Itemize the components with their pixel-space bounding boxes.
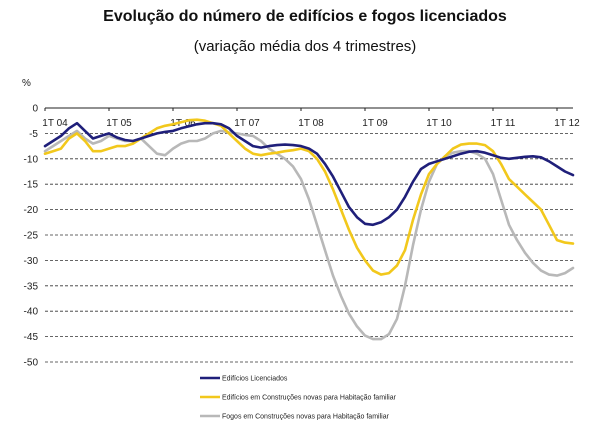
x-axis-ticks: 1T 04 1T 05 1T 06 1T 07 1T 08 1T 09 1T 10 1T 11… (42, 108, 580, 129)
series-line-0 (43, 121, 575, 227)
legend-label-1: Edifícios em Construções novas para Habi… (222, 395, 397, 402)
series-lines (43, 118, 575, 341)
y-tick-label: -20 (24, 205, 39, 216)
chart-subtitle: (variação média dos 4 trimestres) (193, 38, 417, 55)
y-tick-label: 0 (32, 104, 38, 115)
y-tick-label: -15 (24, 180, 39, 191)
y-tick-label: -30 (24, 256, 39, 267)
y-axis-label: % (22, 78, 31, 89)
legend-label-0: Edifícios Licenciados (222, 376, 288, 383)
x-tick-label: 1T 12 (554, 118, 580, 129)
x-tick-label: 1T 04 (42, 118, 68, 129)
x-tick-label: 1T 06 (170, 118, 196, 129)
y-tick-label: -40 (24, 307, 39, 318)
legend: Edifícios Licenciados Edifícios em Constr… (200, 376, 397, 421)
x-tick-label: 1T 10 (426, 118, 452, 129)
chart-title: Evolução do número de edifícios e fogos … (103, 8, 507, 25)
y-tick-label: -45 (24, 332, 39, 343)
y-tick-label: -10 (24, 154, 39, 165)
x-tick-label: 1T 05 (106, 118, 132, 129)
y-tick-label: -5 (29, 129, 38, 140)
y-tick-label: -50 (24, 358, 39, 369)
legend-label-2: Fogos em Construções novas para Habitaçã… (222, 414, 390, 421)
x-tick-label: 1T 08 (298, 118, 324, 129)
x-tick-label: 1T 07 (234, 118, 260, 129)
series-line-2 (43, 129, 575, 341)
x-tick-label: 1T 11 (491, 118, 516, 129)
y-tick-label: -35 (24, 281, 39, 292)
series-line-1 (43, 118, 575, 276)
y-axis-ticks: 0 -5 -10 -15 -20 -25 -30 -35 -40 -45 -50 (24, 104, 39, 369)
y-tick-label: -25 (24, 231, 39, 242)
x-tick-label: 1T 09 (362, 118, 388, 129)
